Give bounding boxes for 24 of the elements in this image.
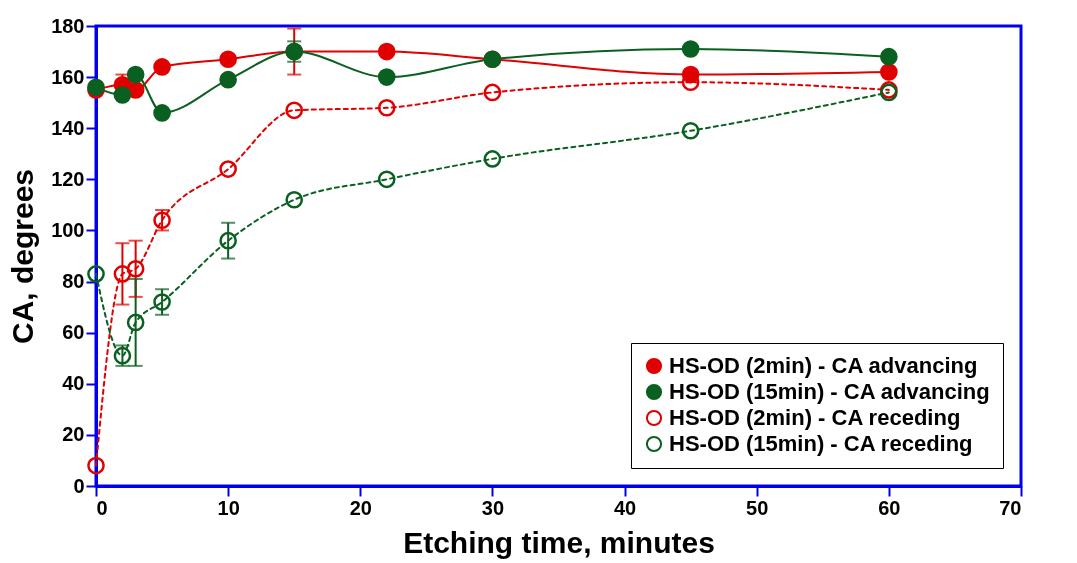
x-tick-label: 50 bbox=[746, 496, 769, 519]
y-tick-label: 180 bbox=[51, 14, 85, 37]
y-tick-label: 160 bbox=[51, 65, 85, 88]
legend-label: HS-OD (15min) - CA advancing bbox=[669, 379, 990, 404]
legend-label: HS-OD (2min) - CA advancing bbox=[669, 353, 978, 378]
x-tick-label: 10 bbox=[217, 496, 240, 519]
y-tick-label: 100 bbox=[51, 218, 85, 241]
legend-label: HS-OD (2min) - CA receding bbox=[669, 405, 961, 430]
x-tick-label: 0 bbox=[96, 496, 108, 519]
legend-label: HS-OD (15min) - CA receding bbox=[669, 431, 973, 456]
y-tick-label: 80 bbox=[62, 270, 85, 293]
y-tick-label: 60 bbox=[62, 321, 85, 344]
x-tick-label: 70 bbox=[999, 496, 1022, 519]
y-tick-label: 140 bbox=[51, 116, 85, 139]
y-tick-label: 0 bbox=[73, 474, 85, 497]
y-tick-label: 20 bbox=[62, 423, 85, 446]
x-tick-label: 40 bbox=[613, 496, 637, 519]
x-tick-label: 20 bbox=[349, 496, 372, 519]
x-axis-title: Etching time, minutes bbox=[403, 525, 715, 559]
y-tick-label: 40 bbox=[62, 372, 85, 395]
x-tick-label: 60 bbox=[878, 496, 901, 519]
y-tick-label: 120 bbox=[51, 167, 85, 190]
x-tick-label: 30 bbox=[481, 496, 505, 519]
y-axis-title: CA, degrees bbox=[6, 168, 40, 345]
